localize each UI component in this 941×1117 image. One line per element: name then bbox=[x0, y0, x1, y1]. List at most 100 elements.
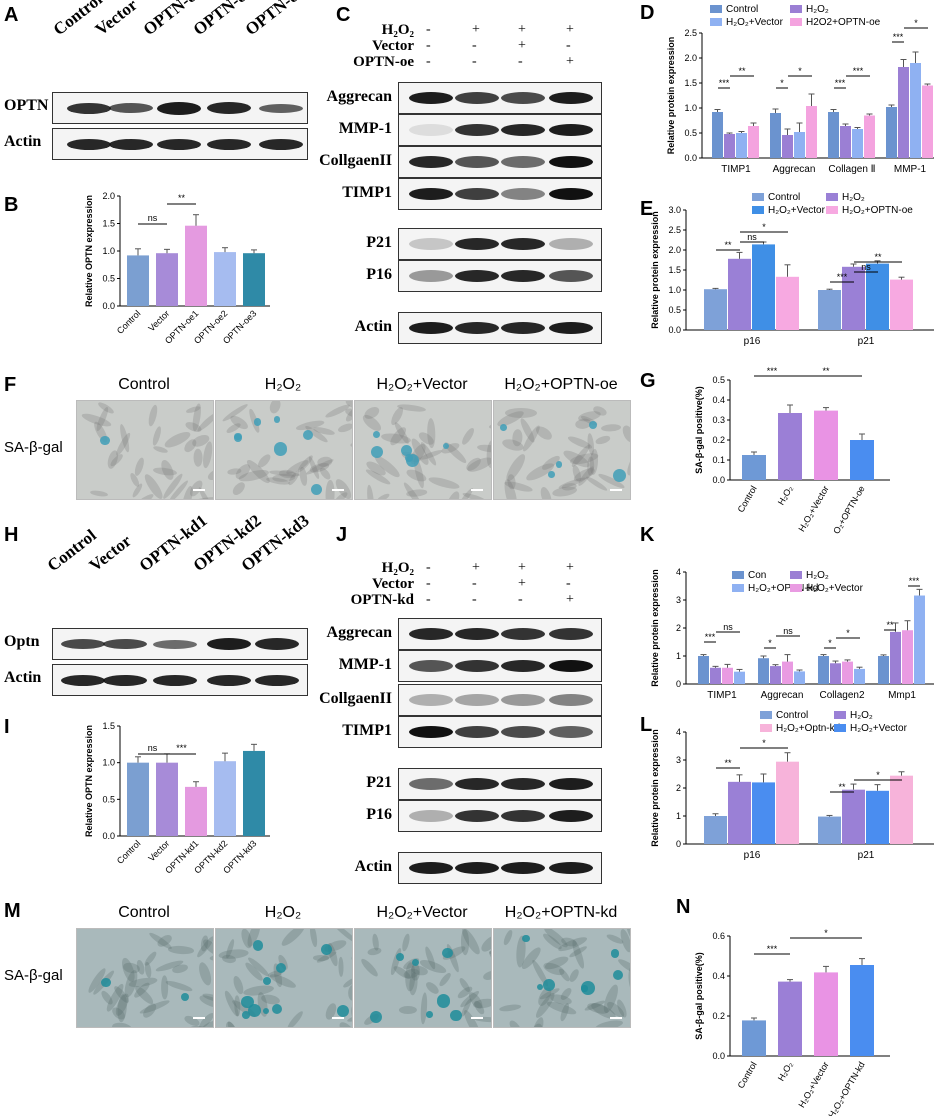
y-tick-label: 1.0 bbox=[102, 246, 115, 256]
legend-swatch bbox=[760, 724, 772, 732]
sig-label: * bbox=[828, 638, 832, 648]
blot-band bbox=[409, 238, 453, 250]
y-axis-label: SA-β-gal positive(%) bbox=[694, 952, 704, 1040]
blot-band bbox=[409, 660, 453, 672]
bar-h-o-mmp1 bbox=[890, 631, 901, 684]
cell bbox=[594, 1018, 624, 1027]
stained-cell bbox=[442, 947, 453, 959]
blot-row-label-p21: P21 bbox=[366, 774, 392, 791]
blot-strip-actin bbox=[52, 664, 308, 696]
bar-h-o-optn-oe-p21 bbox=[890, 279, 913, 330]
cell bbox=[285, 1009, 305, 1027]
panel-letter-j: J bbox=[336, 524, 348, 546]
bar-con-timp1 bbox=[698, 656, 709, 684]
bar-h2o2-optn-oe-aggrecan bbox=[806, 106, 817, 158]
cell bbox=[427, 474, 461, 492]
legend-label-h-o-vector: H₂O₂+Vector bbox=[768, 205, 826, 216]
y-axis-label: Relative protein expression bbox=[650, 569, 660, 687]
blot-band bbox=[549, 124, 593, 136]
category-label: Collagen Ⅱ bbox=[828, 164, 875, 175]
bar-con-aggrecan bbox=[758, 658, 769, 684]
stained-cell bbox=[271, 1004, 283, 1015]
blot-band bbox=[501, 660, 545, 672]
blot-band bbox=[455, 660, 499, 672]
treatment-sign: - bbox=[566, 38, 571, 53]
category-label: p16 bbox=[744, 336, 761, 347]
stained-cell bbox=[443, 442, 450, 449]
category-label: TIMP1 bbox=[707, 690, 737, 701]
blot-band bbox=[61, 674, 105, 686]
blot-band bbox=[409, 92, 453, 104]
y-tick-label: 0.6 bbox=[712, 931, 725, 941]
bar-h-o-optn-kd-timp1 bbox=[734, 671, 745, 684]
blot-strip-optn bbox=[52, 92, 308, 124]
cell bbox=[278, 929, 308, 949]
sig-label: ** bbox=[178, 193, 186, 203]
sig-label: ns bbox=[148, 743, 158, 753]
legend-label-control: Control bbox=[776, 710, 808, 721]
micrograph-h-o-optn-kd bbox=[493, 928, 631, 1028]
blot-row-label-actin: Actin bbox=[354, 858, 392, 875]
category-label: H₂O₂+Vector bbox=[796, 1060, 830, 1109]
blot-band bbox=[549, 270, 593, 282]
category-label: H₂O₂ bbox=[776, 1060, 795, 1083]
sig-label: ** bbox=[886, 620, 894, 630]
stained-cell bbox=[395, 952, 404, 962]
y-tick-label: 0.3 bbox=[712, 415, 725, 425]
cell bbox=[132, 456, 146, 477]
treatment-sign: - bbox=[518, 592, 523, 607]
blot-row-label-collgaenii: CollgaenII bbox=[319, 690, 392, 707]
blot-band bbox=[109, 138, 153, 150]
blot-row-label-optn: OPTN bbox=[4, 97, 49, 114]
blot-band bbox=[501, 810, 545, 822]
y-tick-label: 3 bbox=[676, 595, 681, 605]
cell bbox=[503, 452, 529, 484]
cell bbox=[267, 401, 282, 415]
bar-control bbox=[127, 762, 149, 836]
treatment-sign: - bbox=[472, 576, 477, 591]
cell bbox=[476, 443, 491, 454]
scale-bar bbox=[610, 489, 622, 491]
bar-control-p16 bbox=[704, 816, 727, 844]
stained-cell bbox=[536, 983, 544, 991]
stained-cell bbox=[262, 1007, 270, 1015]
category-label: Control bbox=[736, 1060, 759, 1090]
cell bbox=[135, 492, 156, 499]
micrograph-control bbox=[76, 928, 214, 1028]
bar-h-o-vector-p21 bbox=[866, 263, 889, 330]
sig-label: ** bbox=[822, 366, 830, 376]
y-tick-label: 2.0 bbox=[668, 245, 681, 255]
sig-label: ** bbox=[738, 66, 746, 76]
blot-row-label-aggrecan: Aggrecan bbox=[326, 624, 392, 641]
treatment-sign: - bbox=[426, 22, 431, 37]
blot-band bbox=[409, 270, 453, 282]
cell bbox=[442, 489, 463, 499]
stained-cell bbox=[302, 430, 313, 441]
legend-swatch bbox=[732, 571, 744, 579]
scale-bar bbox=[471, 489, 483, 491]
treatment-sign: - bbox=[472, 54, 477, 69]
bar-h-o-vector-aggrecan bbox=[782, 661, 793, 684]
cell bbox=[147, 404, 160, 428]
treatment-sign: + bbox=[518, 576, 526, 591]
blot-band bbox=[501, 694, 545, 706]
blot-band bbox=[409, 322, 453, 334]
bar-h-o-optn-kd-p21 bbox=[890, 775, 913, 844]
cell bbox=[482, 968, 491, 982]
bar-h-o-optn-kd-mmp1 bbox=[914, 595, 925, 684]
blot-band bbox=[61, 639, 105, 649]
y-tick-label: 0.5 bbox=[102, 794, 115, 804]
blot-band bbox=[501, 92, 545, 104]
stained-cell bbox=[100, 435, 110, 445]
legend-swatch bbox=[826, 206, 838, 214]
y-tick-label: 0.4 bbox=[712, 971, 725, 981]
bar-h-o-vector-timp1 bbox=[722, 667, 733, 684]
blot-row-label-aggrecan: Aggrecan bbox=[326, 88, 392, 105]
bar-control-timp1 bbox=[712, 112, 723, 158]
legend-swatch bbox=[790, 584, 802, 592]
stained-cell bbox=[581, 985, 588, 992]
legend-swatch bbox=[710, 5, 722, 13]
stained-cell bbox=[612, 969, 624, 981]
blot-strip-aggrecan bbox=[398, 82, 602, 114]
cell bbox=[138, 998, 171, 1016]
